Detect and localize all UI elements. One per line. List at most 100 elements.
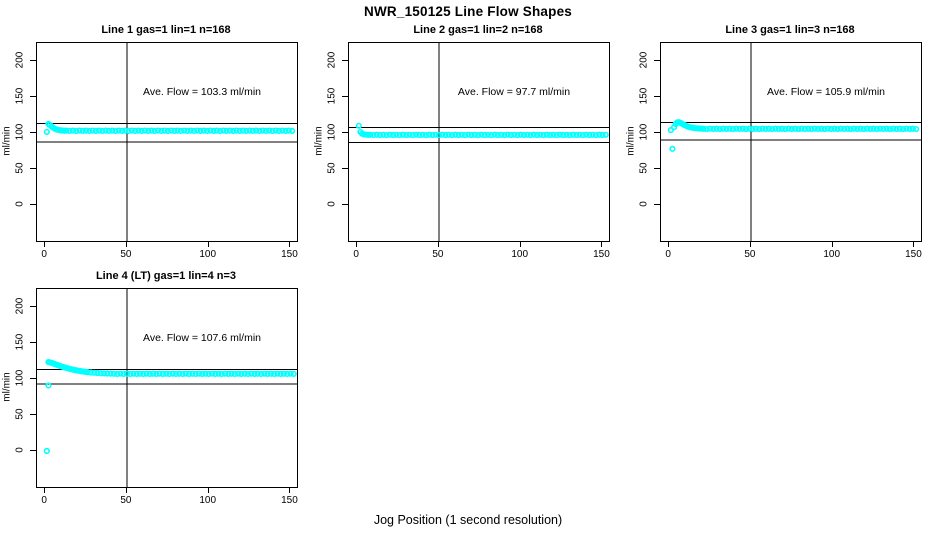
data-point (795, 125, 802, 133)
scatter-plot-svg (37, 289, 297, 487)
data-point (99, 127, 106, 135)
data-point (355, 122, 362, 129)
data-point (399, 131, 407, 138)
data-point (746, 125, 753, 132)
data-point (145, 127, 152, 135)
data-point (880, 125, 887, 133)
y-axis-unit-label: ml/min (1, 126, 13, 156)
data-point (288, 127, 296, 135)
data-point (798, 125, 805, 132)
x-axis-label: Jog Position (1 second resolution) (373, 513, 563, 527)
data-point (282, 127, 289, 135)
data-point (749, 125, 756, 133)
data-point (264, 370, 271, 377)
ave-flow-annotation: Ave. Flow = 105.9 ml/min (767, 86, 885, 98)
data-point (403, 131, 410, 139)
y-tick-label: 0 (14, 447, 26, 453)
data-point (66, 127, 73, 135)
data-point (115, 127, 122, 134)
data-point (136, 370, 144, 377)
data-point (109, 127, 116, 134)
data-point (205, 370, 212, 378)
x-tick-mark (289, 242, 291, 247)
data-point (484, 131, 492, 138)
data-point (45, 382, 52, 389)
data-point (167, 127, 175, 134)
data-point (176, 370, 183, 377)
data-point (218, 370, 225, 378)
data-point (560, 131, 567, 139)
data-point (86, 127, 93, 135)
data-point (114, 370, 121, 378)
subplot-line-3: Line 3 gas=1 lin=3 n=168 Ave. Flow = 105… (624, 22, 936, 270)
data-point (706, 125, 714, 132)
data-point (458, 131, 465, 138)
data-point (475, 131, 482, 139)
data-point (553, 131, 560, 139)
data-point (146, 370, 153, 377)
data-point (586, 131, 593, 139)
data-point (821, 125, 828, 133)
y-tick-label: 0 (14, 201, 26, 207)
data-point (135, 127, 142, 134)
data-point (79, 127, 86, 135)
data-point (841, 125, 848, 133)
y-tick-mark (30, 342, 36, 343)
data-point (669, 145, 676, 152)
data-point (579, 131, 586, 139)
x-tick-label: 150 (905, 249, 922, 260)
data-point (143, 370, 150, 377)
data-point (127, 370, 134, 378)
data-point (43, 128, 50, 136)
data-point (256, 127, 263, 135)
plot-box (660, 42, 922, 242)
subplot-line-4: Line 4 (LT) gas=1 lin=4 n=3 Ave. Flow = … (0, 268, 312, 516)
data-point (547, 131, 554, 139)
data-point (84, 369, 91, 376)
data-point (442, 131, 449, 139)
data-point (163, 370, 170, 377)
data-point (122, 127, 129, 134)
data-point (228, 370, 235, 377)
data-point (877, 125, 884, 132)
data-point (112, 127, 119, 135)
data-point (563, 131, 570, 138)
data-point (854, 125, 861, 133)
data-point (733, 125, 740, 132)
data-point (569, 131, 577, 138)
data-point (759, 125, 766, 132)
data-point (89, 127, 96, 134)
data-point (207, 127, 214, 134)
data-point (187, 127, 194, 134)
data-point (429, 131, 436, 139)
data-point (107, 370, 114, 377)
data-point (912, 125, 920, 133)
data-point (867, 125, 874, 133)
data-point (254, 370, 261, 377)
data-point (511, 131, 518, 138)
x-tick-mark (207, 242, 209, 247)
data-point (772, 125, 779, 132)
data-point (524, 131, 531, 138)
data-point (274, 370, 281, 377)
data-point (527, 131, 534, 139)
data-point (210, 127, 217, 135)
data-point (161, 127, 168, 134)
data-point (873, 125, 880, 133)
data-point (271, 370, 278, 378)
y-tick-mark (654, 204, 660, 205)
data-point (412, 131, 420, 138)
data-point (235, 370, 242, 377)
data-point (863, 125, 871, 132)
data-point (171, 127, 178, 135)
x-tick-mark (519, 242, 521, 247)
data-point (461, 131, 469, 139)
data-point (182, 370, 189, 377)
data-point (105, 127, 113, 135)
data-point (491, 131, 498, 138)
data-point (110, 370, 117, 377)
data-point (883, 125, 890, 132)
data-point (870, 125, 877, 132)
subplot-title: Line 1 gas=1 lin=1 n=168 (101, 24, 231, 36)
data-point (128, 127, 135, 134)
